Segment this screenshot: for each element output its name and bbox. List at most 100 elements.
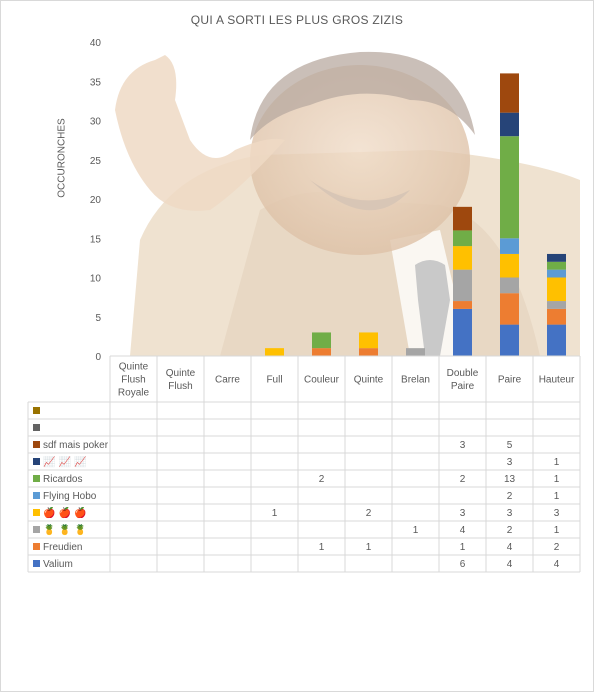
bar-segment xyxy=(453,269,472,302)
table-value: 2 xyxy=(507,491,513,502)
legend-label: 🍍 🍍 🍍 xyxy=(43,523,87,536)
bar-segment xyxy=(265,348,284,356)
bar-segment xyxy=(453,206,472,231)
table-value: 4 xyxy=(507,559,513,570)
chart-title: QUI A SORTI LES PLUS GROS ZIZIS xyxy=(190,13,404,27)
bar-segment xyxy=(500,253,519,278)
bar-segment xyxy=(312,332,331,349)
y-tick-label: 0 xyxy=(95,352,101,363)
y-axis: 0 5 10 15 20 25 30 35 40 xyxy=(90,38,102,363)
x-tick-label: Quinte xyxy=(166,368,196,379)
y-tick-label: 20 xyxy=(90,195,102,206)
legend-label: 📈 📈 📈 xyxy=(43,455,87,468)
table-value: 3 xyxy=(460,440,466,451)
bar-segment xyxy=(500,324,519,356)
bar-segment xyxy=(500,238,519,254)
table-value: 2 xyxy=(366,508,372,519)
legend-label: 🍎 🍎 🍎 xyxy=(43,506,87,519)
bar-segment xyxy=(500,277,519,294)
table-value: 1 xyxy=(554,525,560,536)
table-value: 4 xyxy=(507,542,513,553)
x-tick-label: Full xyxy=(266,375,282,386)
table-value: 3 xyxy=(507,508,513,519)
table-value: 3 xyxy=(460,508,466,519)
legend-label: Ricardos xyxy=(43,474,82,485)
bar-segment xyxy=(500,112,519,137)
y-tick-label: 5 xyxy=(95,313,101,324)
y-tick-label: 25 xyxy=(90,156,102,167)
legend-label: sdf mais poker xyxy=(43,440,109,451)
x-tick-label: Paire xyxy=(451,381,475,392)
y-tick-label: 10 xyxy=(90,274,102,285)
legend-label: Freudien xyxy=(43,542,82,553)
bar-segment xyxy=(547,301,566,309)
bar-segment xyxy=(453,308,472,356)
bars xyxy=(265,73,566,356)
data-table: Quinte Flush Royale Quinte Flush Carre Full Cou… xyxy=(27,355,581,573)
table-value: 6 xyxy=(460,559,466,570)
bar-segment xyxy=(547,261,566,270)
legend-swatch xyxy=(33,458,40,465)
x-tick-label: Royale xyxy=(118,388,150,399)
legend-swatch xyxy=(33,475,40,482)
table-value: 1 xyxy=(413,525,419,536)
table-value: 1 xyxy=(319,542,325,553)
table-value: 1 xyxy=(460,542,466,553)
x-tick-label: Brelan xyxy=(401,375,430,386)
legend-swatch xyxy=(33,543,40,550)
x-tick-label: Double xyxy=(447,368,479,379)
legend-swatch xyxy=(33,424,40,431)
y-tick-label: 30 xyxy=(90,117,102,128)
bar-segment xyxy=(359,348,378,356)
x-tick-label: Flush xyxy=(168,381,192,392)
bar-segment xyxy=(547,277,566,302)
x-tick-label: Couleur xyxy=(304,375,340,386)
x-tick-label: Quinte xyxy=(354,375,384,386)
table-value: 1 xyxy=(554,457,560,468)
table-value: 1 xyxy=(272,508,278,519)
bar-segment xyxy=(406,348,425,356)
legend-swatch xyxy=(33,492,40,499)
table-value: 5 xyxy=(507,440,513,451)
legend-swatch xyxy=(33,526,40,533)
table-value: 1 xyxy=(366,542,372,553)
bar-segment xyxy=(359,332,378,349)
legend-swatch xyxy=(33,441,40,448)
table-value: 4 xyxy=(460,525,466,536)
legend-swatch xyxy=(33,407,40,414)
legend-label: Valium xyxy=(43,559,73,570)
bar-segment xyxy=(547,253,566,262)
y-tick-label: 35 xyxy=(90,77,102,88)
table-value: 1 xyxy=(554,474,560,485)
x-tick-label: Quinte xyxy=(119,362,149,373)
table-value: 2 xyxy=(507,525,513,536)
legend-swatch xyxy=(33,560,40,567)
table-value: 4 xyxy=(554,559,560,570)
bar-segment xyxy=(312,348,331,356)
bar-segment xyxy=(500,136,519,239)
bar-segment xyxy=(453,301,472,309)
x-tick-label: Paire xyxy=(498,375,522,386)
table-value: 2 xyxy=(554,542,560,553)
table-value: 1 xyxy=(554,491,560,502)
legend-swatch xyxy=(33,509,40,516)
table-value: 3 xyxy=(554,508,560,519)
x-tick-label: Hauteur xyxy=(539,375,575,386)
y-tick-label: 40 xyxy=(90,38,102,49)
x-tick-label: Carre xyxy=(215,375,240,386)
table-value: 13 xyxy=(504,474,516,485)
table-value: 2 xyxy=(460,474,466,485)
table-value: 3 xyxy=(507,457,513,468)
bar-segment xyxy=(547,308,566,325)
bar-segment xyxy=(453,246,472,270)
y-tick-label: 15 xyxy=(90,234,102,245)
bar-segment xyxy=(500,293,519,325)
table-value: 2 xyxy=(319,474,325,485)
legend-label: Flying Hobo xyxy=(43,491,97,502)
bar-segment xyxy=(453,230,472,247)
bar-segment xyxy=(547,269,566,278)
bar-segment xyxy=(500,73,519,113)
bar-segment xyxy=(547,324,566,356)
x-tick-label: Flush xyxy=(121,375,145,386)
